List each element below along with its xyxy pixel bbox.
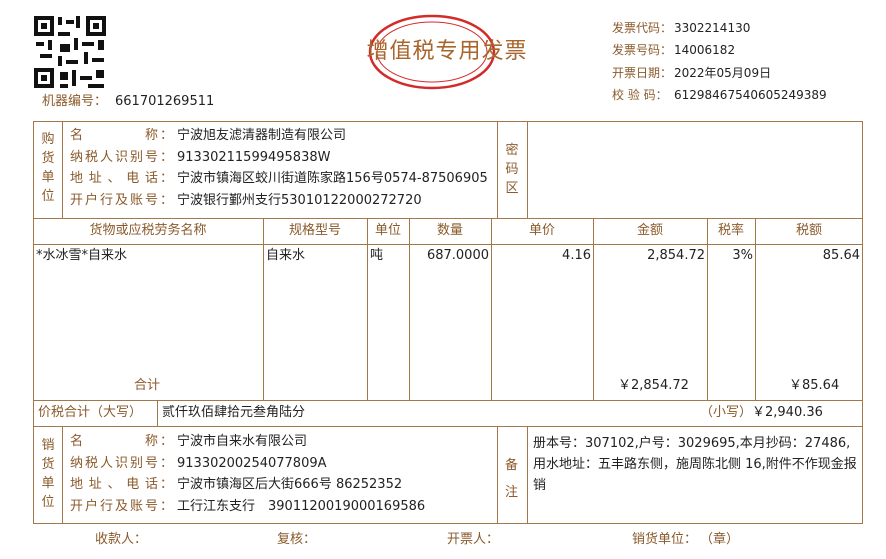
field-colon: ：: [160, 477, 174, 492]
remark: 册本号：307102,户号：3029695,本月抄码：27486,用水地址：五丰…: [533, 436, 857, 493]
seller-unit: 销货单位：: [632, 532, 698, 547]
column-header: 金额: [636, 223, 664, 238]
field-label: 地址、电话: [70, 171, 158, 186]
field-value: 宁波市自来水有限公司: [177, 434, 308, 449]
total-amount: ￥2,854.72: [618, 378, 689, 393]
meta-value: 2022年05月09日: [674, 65, 772, 80]
column-header: 税率: [717, 223, 745, 238]
field-label: 地址、电话: [70, 477, 158, 492]
seal: [368, 14, 496, 90]
field-value: 宁波市镇海区后大街666号 86252352: [177, 477, 403, 492]
field-label: 开户行及账号: [70, 498, 158, 514]
item-cell: *水冰雪*自来水: [36, 248, 128, 263]
field-value: 工行江东支行 3901120019000169586: [177, 498, 426, 514]
column-header: 规格型号: [288, 223, 342, 238]
field-value: 宁波市镇海区蛟川街道陈家路156号0574-87506905: [177, 171, 488, 186]
field-label: 开户行及账号: [70, 192, 158, 208]
small-label: （小写）: [700, 405, 753, 420]
payee: 收款人：: [95, 532, 148, 547]
item-cell: 自来水: [266, 248, 306, 263]
meta-value: 14006182: [674, 43, 736, 58]
item-cell: 4.16: [562, 248, 591, 263]
field-label: 名称: [70, 434, 158, 449]
field-colon: ：: [160, 171, 174, 186]
grand-total-words: 贰仟玖佰肆拾元叁角陆分: [162, 405, 306, 420]
machine-label: 机器编号：: [42, 94, 108, 109]
meta-label: 发票代码：: [612, 21, 673, 35]
field-colon: ：: [160, 192, 174, 208]
column-header: 单价: [528, 223, 556, 238]
grid: [33, 121, 863, 524]
field-colon: ：: [160, 455, 174, 471]
item-cell: 85.64: [822, 248, 860, 263]
total-label: 合计: [134, 378, 161, 393]
field-value: 宁波旭友滤清器制造有限公司: [177, 128, 347, 143]
reviewer: 复核：: [277, 532, 317, 547]
item-cell: 3%: [732, 248, 753, 263]
remark-label: 备注: [505, 458, 519, 500]
machine-no: 661701269511: [115, 94, 215, 109]
field-label: 名称: [70, 128, 158, 143]
field-value: 91330211599495838W: [177, 149, 331, 165]
meta-value: 3302214130: [674, 21, 751, 35]
drawer: 开票人：: [447, 532, 500, 547]
field-value: 宁波银行鄞州支行53010122000272720: [177, 192, 422, 208]
field-colon: ：: [160, 128, 174, 143]
total-tax: ￥85.64: [789, 378, 840, 393]
field-value: 91330200254077809A: [177, 455, 327, 471]
column-header: 单位: [374, 223, 402, 238]
stamp: （章）: [700, 532, 740, 547]
meta-label: 开票日期：: [612, 65, 673, 80]
item-cell: 2,854.72: [647, 248, 705, 263]
buyer-section: 购货单位: [41, 132, 55, 204]
meta-label: 校 验 码：: [612, 87, 668, 102]
column-header: 数量: [436, 223, 464, 238]
meta-label: 发票号码：: [612, 43, 673, 58]
grand-total-label: 价税合计（大写）: [38, 405, 143, 420]
column-header: 税额: [795, 223, 823, 238]
item-cell: 687.0000: [426, 248, 489, 263]
grand-total-amount: ￥2,940.36: [752, 405, 823, 420]
title: 增值税专用发票: [366, 39, 528, 64]
qr-code: [34, 16, 106, 88]
field-colon: ：: [160, 434, 174, 449]
field-label: 纳税人识别号: [70, 149, 158, 165]
meta-value: 61298467540605249389: [674, 87, 827, 102]
cipher-label: 密码区: [505, 143, 519, 196]
field-colon: ：: [160, 149, 174, 165]
field-colon: ：: [160, 498, 174, 514]
item-cell: 吨: [370, 248, 384, 263]
column-header: 货物或应税劳务名称: [89, 223, 207, 238]
seller-section: 销货单位: [41, 438, 55, 510]
field-label: 纳税人识别号: [70, 455, 158, 471]
